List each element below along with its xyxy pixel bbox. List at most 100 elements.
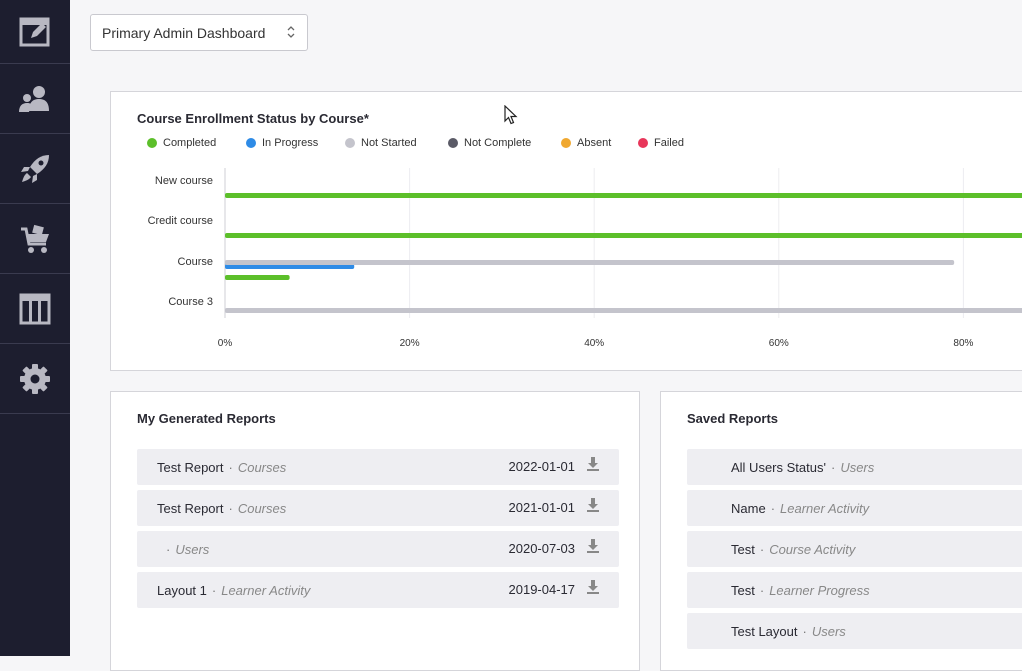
saved-reports-card: Saved Reports All Users Status' · Users Nam…	[660, 391, 1022, 671]
report-type: Learner Progress	[769, 582, 870, 598]
legend-label: Absent	[577, 137, 612, 149]
enrollment-chart-card: Course Enrollment Status by Course* Comp…	[110, 91, 1022, 371]
report-type: Learner Activity	[221, 582, 311, 598]
x-tick-label: 60%	[769, 338, 789, 349]
bar-completed[interactable]	[225, 275, 290, 280]
sidebar-item-courses[interactable]	[0, 134, 70, 204]
report-name: All Users Status'	[731, 459, 826, 475]
separator: ·	[759, 541, 765, 557]
sidebar-item-editor[interactable]	[0, 0, 70, 64]
report-name: Test Layout	[731, 623, 798, 639]
x-tick-label: 20%	[400, 338, 420, 349]
report-name: Layout 1	[157, 582, 207, 598]
generated-report-row[interactable]: Test Report · Courses 2021-01-01	[137, 490, 619, 526]
report-date: 2019-04-17	[508, 582, 576, 597]
report-type: Learner Activity	[780, 500, 870, 516]
sidebar-item-settings[interactable]	[0, 344, 70, 414]
legend-label: Failed	[654, 137, 684, 149]
generated-reports-card: My Generated Reports Test Report · Courses…	[110, 391, 640, 671]
separator: ·	[228, 500, 233, 516]
download-icon[interactable]	[586, 579, 600, 595]
cart-icon	[21, 224, 49, 253]
report-date: 2020-07-03	[508, 541, 576, 556]
mouse-cursor-icon	[504, 105, 518, 125]
sidebar	[0, 0, 70, 656]
x-tick-label: 40%	[584, 338, 604, 349]
rocket-icon	[21, 154, 49, 183]
legend-item[interactable]: Completed	[147, 137, 216, 149]
category-label: Course	[178, 256, 213, 268]
legend-label: Not Complete	[464, 137, 532, 149]
report-type: Courses	[237, 500, 287, 516]
report-type: Course Activity	[769, 541, 856, 557]
report-name: Test	[731, 582, 755, 598]
download-icon[interactable]	[586, 456, 600, 472]
legend-item[interactable]: Not Complete	[448, 137, 531, 149]
legend-dot	[561, 138, 571, 148]
report-name: Test	[731, 541, 755, 557]
report-name: Test Report	[157, 459, 224, 475]
category-label: New course	[155, 175, 213, 187]
report-date: 2021-01-01	[508, 500, 576, 515]
generated-reports-title: My Generated Reports	[137, 411, 276, 426]
bar-in-progress[interactable]	[225, 264, 355, 269]
dashboard-select-value: Primary Admin Dashboard	[102, 24, 266, 41]
report-type: Users	[175, 541, 210, 557]
report-name: Test Report	[157, 500, 224, 516]
report-type: Courses	[237, 459, 287, 475]
bar-completed[interactable]	[225, 233, 1022, 238]
report-type: Users	[840, 459, 875, 475]
dashboard-select[interactable]: Primary Admin Dashboard	[90, 14, 308, 51]
generated-report-row[interactable]: Test Report · Courses 2022-01-01	[137, 449, 619, 485]
saved-report-row[interactable]: All Users Status' · Users	[687, 449, 1022, 485]
users-icon	[19, 85, 49, 112]
legend-dot	[448, 138, 458, 148]
bar-not-started[interactable]	[225, 308, 1022, 313]
saved-reports-title: Saved Reports	[687, 411, 779, 426]
saved-report-row[interactable]: Name · Learner Activity	[687, 490, 1022, 526]
sidebar-item-users[interactable]	[0, 64, 70, 134]
separator: ·	[830, 459, 836, 475]
x-tick-label: 80%	[953, 338, 973, 349]
category-label: Course 3	[168, 296, 213, 308]
separator: ·	[166, 541, 171, 557]
chart-legend: Completed In Progress Not Started Not Compl…	[147, 137, 767, 153]
legend-item[interactable]: Failed	[638, 137, 684, 149]
enrollment-bar-chart: 0% 20% 40% 60% 80% New course Credit course Cou…	[148, 168, 1022, 349]
gear-icon	[20, 363, 50, 394]
separator: ·	[802, 623, 807, 639]
legend-dot	[246, 138, 256, 148]
enrollment-chart-title: Course Enrollment Status by Course*	[137, 111, 369, 126]
legend-dot	[638, 138, 648, 148]
columns-icon	[19, 293, 51, 324]
download-icon[interactable]	[586, 538, 600, 554]
legend-item[interactable]: Absent	[561, 137, 611, 149]
select-arrows-icon	[287, 26, 295, 38]
separator: ·	[211, 582, 217, 598]
legend-dot	[345, 138, 355, 148]
saved-report-row[interactable]: Test Layout · Users	[687, 613, 1022, 649]
saved-report-row[interactable]: Test · Course Activity	[687, 531, 1022, 567]
bar-not-started[interactable]	[225, 260, 955, 265]
report-date: 2022-01-01	[508, 459, 576, 474]
generated-report-row[interactable]: Layout 1 · Learner Activity 2019-04-17	[137, 572, 619, 608]
sidebar-item-store[interactable]	[0, 204, 70, 274]
legend-label: In Progress	[262, 137, 319, 149]
generated-report-row[interactable]: · Users 2020-07-03	[137, 531, 619, 567]
report-name: Name	[731, 500, 766, 516]
bar-completed[interactable]	[225, 193, 1022, 198]
separator: ·	[770, 500, 776, 516]
saved-report-row[interactable]: Test · Learner Progress	[687, 572, 1022, 608]
x-tick-label: 0%	[218, 338, 233, 349]
separator: ·	[228, 459, 233, 475]
legend-dot	[147, 138, 157, 148]
download-icon[interactable]	[586, 497, 600, 513]
category-label: Credit course	[148, 215, 213, 227]
edit-window-icon	[19, 17, 50, 46]
legend-item[interactable]: In Progress	[246, 137, 318, 149]
report-type: Users	[811, 623, 846, 639]
legend-item[interactable]: Not Started	[345, 137, 417, 149]
legend-label: Not Started	[361, 137, 417, 149]
legend-label: Completed	[163, 137, 217, 149]
sidebar-item-layouts[interactable]	[0, 274, 70, 344]
